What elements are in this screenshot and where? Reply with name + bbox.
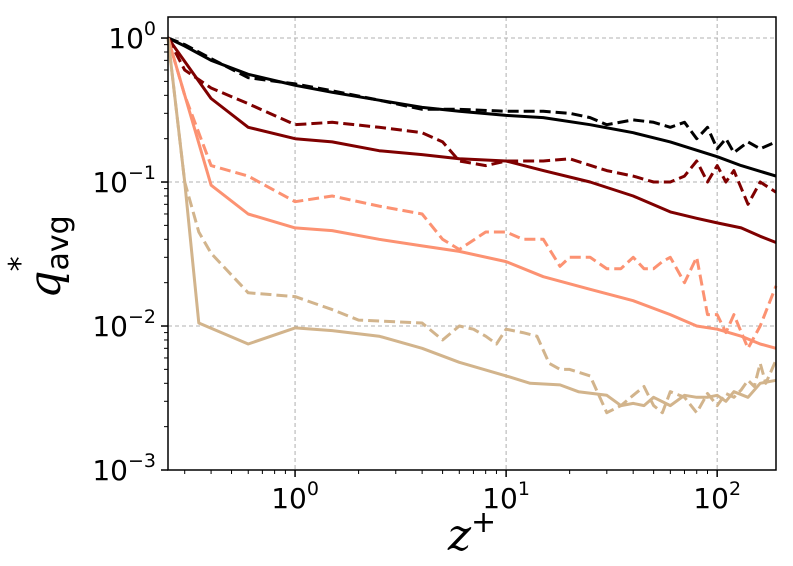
y-axis-label: qavg* [3,215,76,298]
y-tick-label: 100 [108,18,156,55]
x-axis-label-base: z [447,510,472,561]
x-tick-label: 101 [482,478,530,515]
y-tick-label: 10−1 [92,162,156,199]
series-line-4-dashed [166,37,777,206]
y-tick-label: 10−2 [92,306,156,343]
y-tick-label: 10−3 [92,450,156,487]
series-line-7-solid [166,37,777,408]
y-axis-label-base: q [20,271,71,299]
x-axis-label-sup: + [471,505,496,540]
y-axis-label-sub: avg [41,215,76,270]
series-line-5-solid [166,37,777,350]
series-line-3-solid [166,37,777,244]
x-tick-label: 102 [693,478,741,515]
ticks: 100 101 102 10−3 10−2 10−1 100 [92,18,741,515]
series-line-2-dashed [167,36,777,155]
series-line-1-solid [167,36,777,178]
y-axis-label-sup: * [3,256,38,271]
grid [168,17,776,470]
series-line-8-dashed [166,37,778,415]
plot-frame [167,16,777,471]
series-lines [166,36,778,415]
series-line-6-dashed [166,37,778,350]
x-axis-label: z+ [447,505,496,561]
x-tick-label: 100 [271,478,319,515]
